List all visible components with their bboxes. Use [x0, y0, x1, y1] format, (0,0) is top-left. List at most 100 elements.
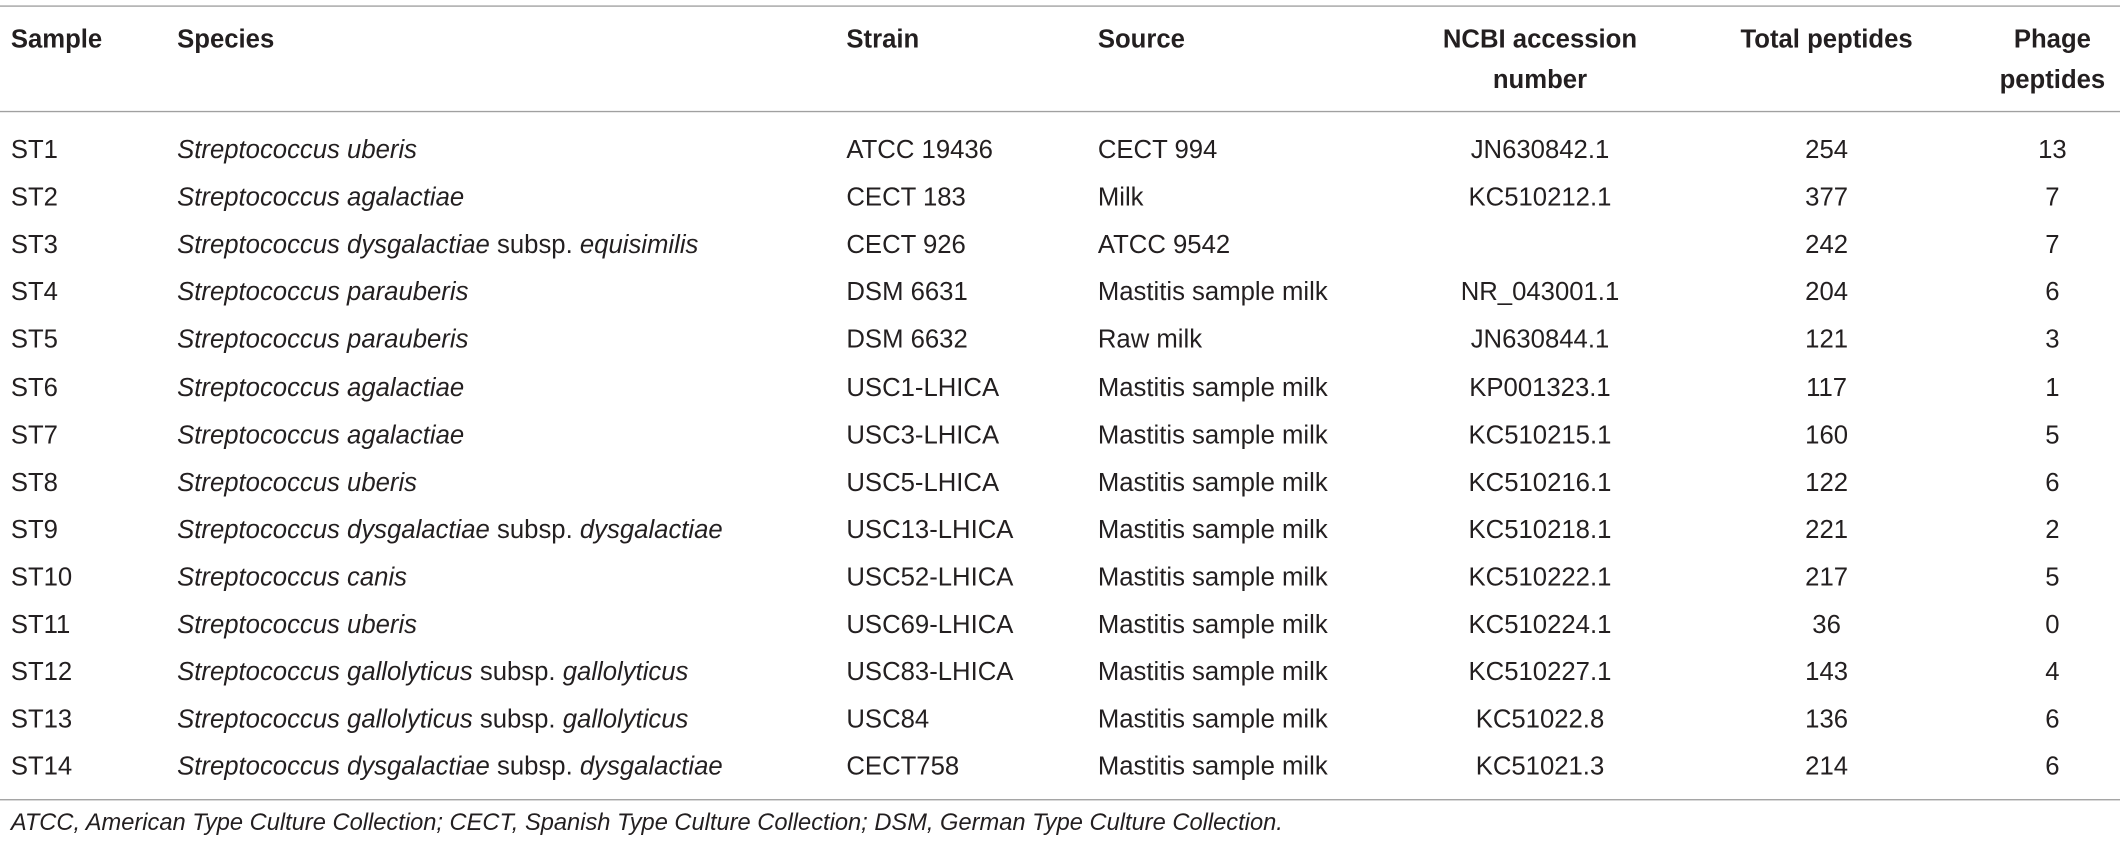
species-part: dysgalactiae: [579, 516, 723, 545]
species-part: Streptococcus uberis: [177, 468, 417, 498]
species-part: subsp.: [479, 658, 556, 687]
accession-cell: KC51022.8: [1475, 706, 1605, 735]
sample-cell: ST14: [10, 753, 73, 782]
source-cell: Mastitis sample milk: [1097, 373, 1328, 403]
species-part: subsp.: [497, 753, 573, 782]
phage-peptides-cell: 13: [2038, 136, 2067, 165]
accession-cell: KC510218.1: [1468, 516, 1612, 545]
source-cell: Mastitis sample milk: [1097, 658, 1328, 687]
source-cell: ATCC 9542: [1097, 231, 1231, 260]
strain-cell: USC3-LHICA: [846, 421, 1000, 450]
sample-cell: ST8: [10, 468, 58, 498]
source-cell: Mastitis sample milk: [1097, 468, 1328, 498]
species-cell: Streptococcus parauberis: [177, 274, 468, 315]
header-species: Species: [177, 25, 275, 55]
phage-peptides-cell: 6: [2045, 706, 2060, 735]
species-cell: Streptococcus uberis: [177, 606, 417, 647]
species-part: Streptococcus agalactiae: [177, 184, 465, 213]
total-peptides-cell: 214: [1805, 753, 1849, 782]
sample-cell: ST9: [10, 516, 58, 545]
species-cell: Streptococcus dysgalactiae subsp. dysgalac…: [177, 511, 723, 552]
strain-cell: USC5-LHICA: [846, 468, 1000, 498]
total-peptides-cell: 160: [1805, 421, 1849, 450]
accession-cell: KC510224.1: [1468, 611, 1612, 640]
sample-cell: ST7: [10, 421, 58, 450]
species-part: equisimilis: [579, 231, 699, 260]
species-part: Streptococcus parauberis: [177, 326, 469, 355]
header-rule: [0, 110, 2120, 113]
accession-cell: JN630842.1: [1470, 136, 1610, 165]
phage-peptides-cell: 6: [2045, 753, 2060, 782]
strain-cell: CECT 183: [846, 184, 966, 213]
phage-peptides-cell: 1: [2045, 373, 2060, 403]
species-part: Streptococcus uberis: [177, 611, 417, 640]
species-cell: Streptococcus gallolyticus subsp. gallolyt…: [177, 701, 688, 742]
source-cell: Mastitis sample milk: [1097, 611, 1328, 640]
strain-cell: CECT 926: [846, 231, 966, 260]
accession-cell: KP001323.1: [1469, 373, 1611, 403]
strain-cell: ATCC 19436: [846, 136, 993, 165]
species-part: Streptococcus uberis: [177, 136, 417, 165]
species-cell: Streptococcus agalactiae: [177, 416, 464, 457]
accession-cell: KC510215.1: [1468, 421, 1612, 450]
total-peptides-cell: 122: [1805, 468, 1849, 498]
total-peptides-cell: 117: [1806, 373, 1848, 403]
strain-cell: DSM 6632: [846, 326, 968, 355]
species-part: subsp.: [497, 231, 573, 260]
accession-cell: JN630844.1: [1470, 326, 1610, 355]
total-peptides-cell: 217: [1805, 563, 1849, 593]
species-part: Streptococcus canis: [177, 563, 408, 593]
sample-cell: ST3: [10, 231, 58, 260]
source-cell: CECT 994: [1097, 136, 1218, 165]
species-part: Streptococcus dysgalactiae: [177, 753, 490, 782]
strain-cell: CECT758: [846, 753, 960, 782]
accession-cell: NR_043001.1: [1460, 278, 1620, 308]
accession-cell: KC510227.1: [1468, 658, 1612, 687]
sample-cell: ST11: [10, 611, 71, 640]
source-cell: Mastitis sample milk: [1097, 421, 1328, 450]
species-cell: Streptococcus agalactiae: [177, 179, 464, 220]
phage-peptides-cell: 6: [2045, 468, 2060, 498]
header-strain: Strain: [846, 25, 920, 55]
species-part: gallolyticus: [562, 658, 689, 687]
species-part: Streptococcus gallolyticus: [177, 706, 473, 735]
strain-cell: USC1-LHICA: [846, 373, 1000, 403]
sample-cell: ST12: [10, 658, 73, 687]
total-peptides-cell: 204: [1805, 278, 1849, 308]
source-cell: Mastitis sample milk: [1097, 516, 1328, 545]
sample-cell: ST4: [10, 278, 58, 308]
phage-peptides-cell: 3: [2045, 326, 2060, 355]
header-source: Source: [1097, 25, 1185, 55]
species-part: Streptococcus agalactiae: [177, 373, 465, 403]
phage-peptides-cell: 5: [2045, 421, 2060, 450]
species-cell: Streptococcus dysgalactiae subsp. equisimi…: [177, 226, 698, 267]
sample-cell: ST13: [10, 706, 73, 735]
strain-cell: USC13-LHICA: [846, 516, 1014, 545]
phage-peptides-cell: 6: [2045, 278, 2060, 308]
phage-peptides-cell: 0: [2045, 611, 2060, 640]
species-cell: Streptococcus canis: [177, 558, 407, 599]
header-sample: Sample: [10, 25, 103, 55]
species-part: Streptococcus agalactiae: [177, 421, 465, 450]
species-part: Streptococcus dysgalactiae: [177, 231, 490, 260]
sample-cell: ST6: [10, 373, 58, 403]
header-total-peptides: Total peptides: [1740, 25, 1913, 55]
phage-peptides-cell: 5: [2045, 563, 2060, 593]
phage-peptides-cell: 7: [2045, 184, 2060, 213]
species-part: gallolyticus: [562, 706, 689, 735]
species-part: Streptococcus dysgalactiae: [177, 516, 490, 545]
species-part: subsp.: [479, 706, 556, 735]
species-cell: Streptococcus agalactiae: [177, 368, 464, 409]
species-part: Streptococcus gallolyticus: [177, 658, 473, 687]
source-cell: Mastitis sample milk: [1097, 563, 1328, 593]
source-cell: Raw milk: [1097, 326, 1203, 355]
source-cell: Mastitis sample milk: [1097, 278, 1328, 308]
source-cell: Mastitis sample milk: [1097, 753, 1328, 782]
species-part: subsp.: [497, 516, 573, 545]
strain-cell: DSM 6631: [846, 278, 968, 308]
accession-cell: KC51021.3: [1475, 753, 1605, 782]
source-cell: Milk: [1097, 184, 1144, 213]
species-cell: Streptococcus gallolyticus subsp. gallolyt…: [177, 653, 688, 694]
total-peptides-cell: 242: [1805, 231, 1849, 260]
